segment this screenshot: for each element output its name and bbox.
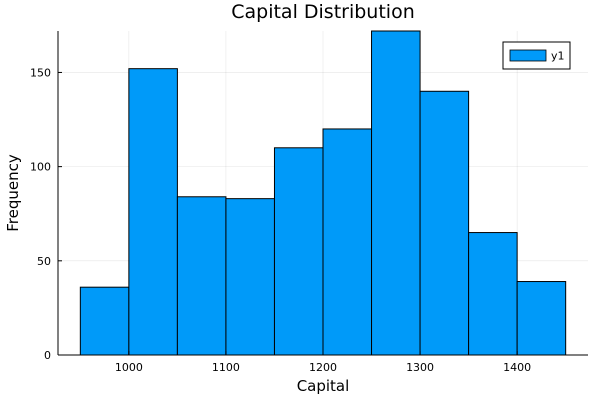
y-tick-label-1: 50 — [37, 255, 51, 268]
y-axis-title: Frequency — [4, 154, 22, 232]
legend: y1 — [502, 41, 571, 70]
bar-2 — [176, 196, 227, 356]
bar-4 — [273, 147, 324, 356]
x-ticks: 1000 1100 1200 1300 1400 — [115, 351, 531, 374]
bar-7 — [419, 90, 470, 356]
chart-title: Capital Distribution — [231, 1, 415, 23]
x-tick-label-2: 1200 — [309, 361, 337, 374]
x-tick-label-1: 1100 — [212, 361, 240, 374]
y-tick-label-0: 0 — [44, 349, 51, 362]
legend-swatch — [509, 49, 547, 62]
bar-6 — [371, 30, 421, 356]
y-ticks: 0 50 100 150 — [30, 66, 62, 362]
bar-1 — [128, 68, 178, 356]
bar-0 — [79, 286, 130, 356]
legend-label-y1: y1 — [551, 50, 565, 63]
bar-3 — [225, 198, 275, 356]
x-tick-label-0: 1000 — [115, 361, 143, 374]
bar-5 — [322, 128, 373, 356]
bar-9 — [516, 281, 567, 356]
bar-8 — [468, 232, 518, 356]
bars — [79, 30, 567, 356]
x-tick-label-4: 1400 — [503, 361, 531, 374]
x-axis-title: Capital — [297, 377, 350, 395]
x-tick-label-3: 1300 — [406, 361, 434, 374]
y-tick-label-3: 150 — [30, 66, 51, 79]
y-tick-label-2: 100 — [30, 161, 51, 174]
